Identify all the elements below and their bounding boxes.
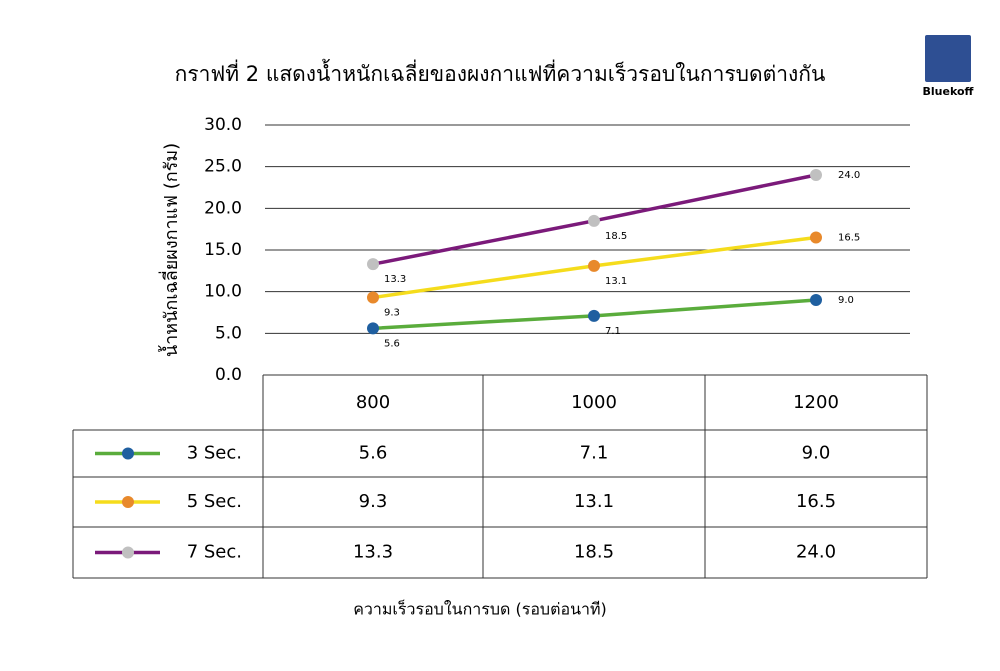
y-tick-label: 10.0: [204, 282, 242, 302]
data-label: 18.5: [605, 231, 627, 242]
logo-text: Bluekoff: [923, 85, 974, 98]
y-tick-label: 0.0: [215, 365, 242, 385]
x-tick-label: 1000: [571, 392, 617, 413]
legend-marker: [122, 447, 134, 460]
data-label: 13.1: [605, 276, 627, 287]
data-point: [810, 231, 822, 244]
data-point: [810, 169, 822, 181]
legend-label: 7 Sec.: [187, 542, 242, 563]
x-tick-label: 1200: [793, 392, 839, 413]
chart-title: กราฟที่ 2 แสดงน้ำหนักเฉลี่ยของผงกาแฟที่ค…: [175, 59, 826, 86]
legend-marker: [122, 546, 134, 559]
data-label: 13.3: [384, 274, 406, 285]
table-cell: 5.6: [359, 443, 388, 464]
x-axis-label: ความเร็วรอบในการบด (รอบต่อนาที): [353, 599, 607, 619]
logo-icon: [925, 35, 971, 82]
data-label: 9.3: [384, 308, 400, 319]
table-cell: 16.5: [796, 491, 836, 512]
legend-marker: [122, 496, 134, 508]
table-cell: 9.0: [802, 443, 831, 464]
table-cell: 9.3: [359, 491, 388, 512]
data-point: [810, 294, 822, 306]
table-cell: 7.1: [580, 443, 609, 464]
data-point: [367, 291, 379, 304]
table-cell: 13.3: [353, 542, 393, 563]
data-label: 9.0: [838, 295, 854, 306]
x-tick-label: 800: [356, 392, 390, 413]
legend-label: 5 Sec.: [187, 491, 242, 512]
data-point: [588, 309, 600, 322]
y-tick-label: 20.0: [204, 198, 242, 218]
table-cell: 24.0: [796, 542, 836, 563]
y-tick-label: 30.0: [204, 115, 242, 135]
table-cell: 13.1: [574, 491, 614, 512]
data-label: 16.5: [838, 233, 860, 244]
data-point: [588, 259, 600, 272]
data-point: [367, 322, 379, 335]
table-cell: 18.5: [574, 542, 614, 563]
y-tick-label: 15.0: [204, 240, 242, 260]
data-label: 5.6: [384, 338, 400, 349]
data-point: [367, 258, 379, 271]
y-tick-label: 25.0: [204, 157, 242, 177]
data-point: [588, 214, 600, 227]
y-tick-label: 5.0: [215, 323, 242, 343]
y-axis-label: น้ำหนักเฉลี่ยผงกาแฟ (กรัม): [158, 143, 182, 357]
legend-label: 3 Sec.: [187, 443, 242, 464]
data-label: 24.0: [838, 170, 860, 181]
data-label: 7.1: [605, 326, 621, 337]
